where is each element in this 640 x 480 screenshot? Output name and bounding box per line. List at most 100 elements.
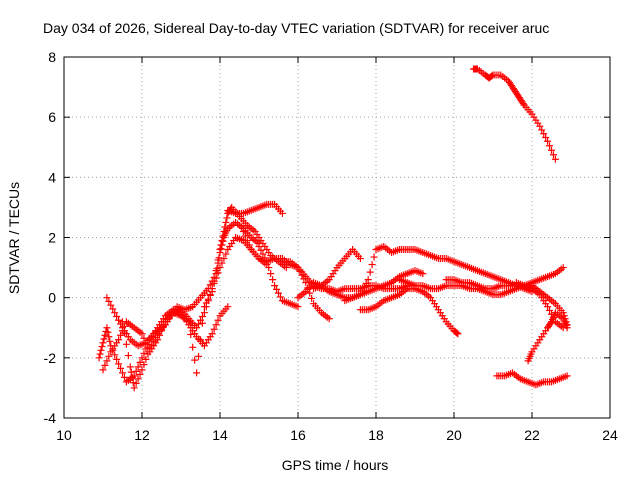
data-point	[212, 321, 220, 329]
data-point	[560, 312, 568, 320]
data-point	[150, 337, 158, 345]
data-point	[111, 351, 119, 359]
data-point	[97, 346, 105, 354]
data-point	[124, 352, 132, 360]
data-point	[546, 306, 554, 314]
data-point	[148, 341, 156, 349]
data-point	[138, 354, 146, 362]
data-point	[206, 281, 214, 289]
data-point	[546, 142, 554, 150]
data-point	[220, 255, 228, 263]
data-points	[95, 65, 571, 392]
data-point	[120, 373, 128, 381]
data-point	[547, 319, 555, 327]
data-point	[223, 214, 231, 222]
data-point	[259, 250, 267, 258]
data-point	[128, 373, 136, 381]
data-point	[551, 155, 559, 163]
data-point	[200, 309, 208, 317]
data-point	[95, 354, 103, 362]
data-point	[559, 264, 567, 272]
data-point	[257, 246, 265, 254]
data-point	[536, 122, 544, 130]
data-point	[104, 328, 112, 336]
data-point	[105, 333, 113, 341]
series-sat-g	[255, 243, 302, 311]
data-point	[146, 345, 154, 353]
data-point	[212, 267, 220, 275]
data-point	[103, 294, 111, 302]
data-point	[126, 363, 134, 371]
data-point	[559, 309, 567, 317]
x-tick-label: 12	[134, 427, 150, 443]
data-point	[544, 137, 552, 145]
data-point	[140, 361, 148, 369]
series-sat-c	[99, 234, 271, 374]
data-point	[136, 358, 144, 366]
data-point	[103, 324, 111, 332]
x-tick-label: 16	[290, 427, 306, 443]
data-point	[193, 369, 201, 377]
data-point	[202, 299, 210, 307]
series-sat-a	[95, 303, 232, 386]
data-point	[221, 223, 229, 231]
data-point	[356, 255, 364, 263]
data-point	[562, 318, 570, 326]
data-point	[189, 343, 197, 351]
data-point	[109, 305, 117, 313]
data-point	[364, 276, 372, 284]
y-tick-label: -4	[44, 410, 57, 426]
data-point	[130, 384, 138, 392]
data-point	[356, 291, 364, 299]
data-point	[265, 264, 273, 272]
data-point	[216, 246, 224, 254]
data-point	[519, 100, 527, 108]
data-point	[210, 277, 218, 285]
data-point	[308, 294, 316, 302]
data-point	[122, 340, 130, 348]
y-axis-label: SDTVAR / TECUs	[6, 182, 22, 294]
y-tick-label: 4	[48, 169, 56, 185]
data-point	[368, 261, 376, 269]
data-point	[561, 315, 569, 323]
data-point	[195, 320, 203, 328]
data-point	[218, 259, 226, 267]
data-point	[243, 237, 251, 245]
data-point	[241, 232, 249, 240]
data-point	[136, 370, 144, 378]
series-sat-e	[224, 200, 286, 217]
data-point	[218, 237, 226, 245]
data-point	[214, 316, 222, 324]
x-tick-label: 10	[56, 427, 72, 443]
data-point	[144, 350, 152, 358]
data-point	[113, 355, 121, 363]
x-tick-label: 18	[368, 427, 384, 443]
data-point	[191, 356, 199, 364]
data-point	[306, 289, 314, 297]
data-point	[113, 312, 121, 320]
data-point	[220, 227, 228, 235]
data-point	[216, 264, 224, 272]
data-point	[222, 250, 230, 258]
data-point	[132, 379, 140, 387]
data-point	[140, 334, 148, 342]
data-point	[419, 270, 427, 278]
data-point	[120, 322, 128, 330]
data-point	[117, 364, 125, 372]
data-point	[544, 303, 552, 311]
series-sat-p	[493, 369, 571, 389]
y-tick-label: 2	[48, 230, 56, 246]
data-point	[119, 369, 126, 377]
data-point	[263, 258, 271, 266]
data-point	[117, 331, 125, 339]
data-point	[193, 324, 201, 332]
data-point	[453, 329, 461, 337]
data-point	[134, 363, 142, 371]
data-point	[360, 283, 368, 291]
data-point	[99, 366, 107, 374]
data-point	[366, 268, 374, 276]
data-point	[222, 218, 230, 226]
data-point	[206, 291, 214, 299]
